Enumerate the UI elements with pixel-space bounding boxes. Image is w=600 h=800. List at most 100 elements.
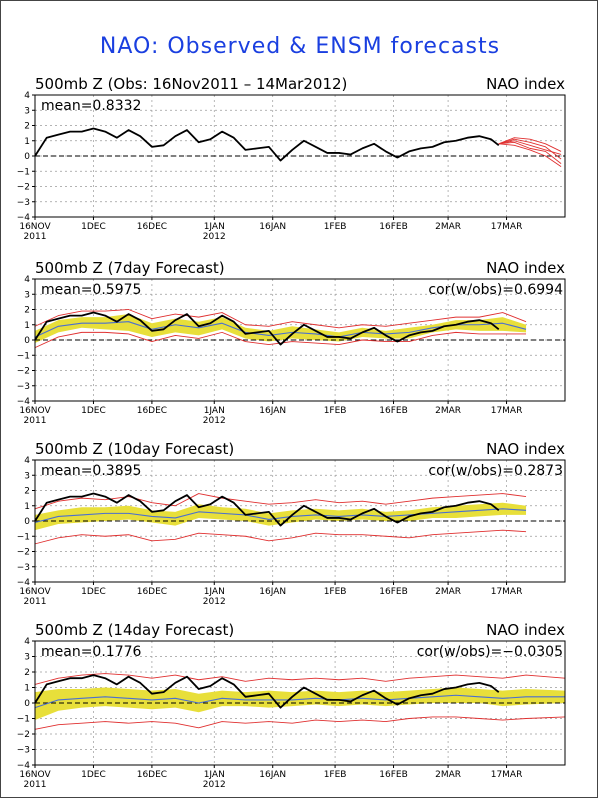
y-tick-label: 1 — [24, 502, 30, 512]
spread-band — [35, 687, 565, 721]
x-tick-label: 17MAR — [491, 222, 523, 232]
mean-label: mean=0.8332 — [41, 98, 141, 114]
correlation-label: cor(w/obs)=0.2873 — [428, 463, 563, 479]
x-tick-label: 1FEB — [324, 222, 347, 232]
x-tick-label: 16JAN — [259, 222, 286, 232]
x-tick-label: 16FEB — [379, 587, 408, 597]
panel-right-label: NAO index — [486, 75, 565, 93]
x-tick-label: 1DEC — [81, 222, 106, 232]
y-tick-label: 2 — [24, 122, 30, 132]
panel-title: 500mb Z (Obs: 16Nov2011 – 14Mar2012) — [35, 75, 347, 93]
y-tick-label: −3 — [17, 746, 30, 756]
panel-title: 500mb Z (10day Forecast) — [35, 440, 234, 458]
x-tick-label: 16DEC — [137, 222, 167, 232]
ensemble-member-line — [498, 141, 562, 164]
x-tick-sublabel: 2012 — [203, 416, 226, 426]
y-tick-label: 4 — [24, 91, 30, 101]
x-tick-sublabel: 2011 — [24, 597, 47, 607]
panel-right-label: NAO index — [486, 440, 565, 458]
y-tick-label: 2 — [24, 668, 30, 678]
y-tick-label: −3 — [17, 563, 30, 573]
x-tick-label: 16FEB — [379, 406, 408, 416]
x-tick-label: 1DEC — [81, 406, 106, 416]
x-tick-sublabel: 2011 — [24, 232, 47, 242]
correlation-label: cor(w/obs)=−0.0305 — [417, 644, 563, 660]
x-tick-label: 17MAR — [491, 770, 523, 780]
ensemble-mean-line — [34, 508, 527, 524]
x-tick-label: 16NOV — [19, 406, 51, 416]
x-tick-label: 2MAR — [435, 770, 461, 780]
x-tick-label: 16DEC — [137, 406, 167, 416]
x-tick-label: 2MAR — [435, 587, 461, 597]
ensemble-member-line — [498, 143, 562, 168]
y-tick-label: −2 — [17, 367, 30, 377]
x-tick-label: 16JAN — [259, 587, 286, 597]
y-tick-label: −4 — [17, 761, 31, 771]
y-tick-label: 3 — [24, 106, 30, 116]
y-tick-label: 0 — [24, 517, 30, 527]
panel-right-label: NAO index — [486, 259, 565, 277]
ensemble-member-line — [34, 673, 566, 685]
y-tick-label: 0 — [24, 699, 30, 709]
y-tick-label: 2 — [24, 487, 30, 497]
x-tick-label: 1FEB — [324, 406, 347, 416]
x-tick-label: 1DEC — [81, 770, 106, 780]
y-tick-label: −4 — [17, 397, 31, 407]
panel-title: 500mb Z (7day Forecast) — [35, 259, 225, 277]
y-tick-label: −1 — [17, 715, 30, 725]
observed-line — [34, 674, 500, 709]
y-tick-label: 1 — [24, 321, 30, 331]
correlation-label: cor(w/obs)=0.6994 — [428, 282, 563, 298]
y-tick-label: −2 — [17, 548, 30, 558]
y-tick-label: 1 — [24, 684, 30, 694]
y-tick-label: −3 — [17, 198, 30, 208]
x-tick-sublabel: 2011 — [24, 780, 47, 790]
x-tick-label: 17MAR — [491, 587, 523, 597]
ensemble-member-line — [34, 331, 527, 349]
spread-band — [35, 502, 527, 531]
y-tick-label: −4 — [17, 213, 31, 223]
x-tick-label: 2MAR — [435, 406, 461, 416]
ensemble-member-line — [498, 137, 562, 152]
x-tick-label: 16JAN — [259, 406, 286, 416]
x-tick-label: 1FEB — [324, 770, 347, 780]
mean-label: mean=0.5975 — [41, 282, 141, 298]
y-tick-label: 4 — [24, 275, 30, 285]
y-tick-label: −1 — [17, 532, 30, 542]
observed-line — [34, 311, 500, 346]
ensemble-member-line — [34, 493, 527, 510]
panel-title: 500mb Z (14day Forecast) — [35, 621, 234, 639]
mean-label: mean=0.3895 — [41, 463, 141, 479]
x-tick-label: 16NOV — [19, 587, 51, 597]
x-tick-label: 16DEC — [137, 587, 167, 597]
x-tick-sublabel: 2012 — [203, 597, 226, 607]
y-tick-label: −1 — [17, 167, 30, 177]
ensemble-member-line — [34, 529, 527, 545]
y-tick-label: −4 — [17, 578, 31, 588]
y-tick-label: 1 — [24, 137, 30, 147]
panel-4: 500mb Z (14day Forecast) NAO index −4 −3 −2 −… — [17, 621, 566, 790]
panel-right-label: NAO index — [486, 621, 565, 639]
y-tick-label: −2 — [17, 730, 30, 740]
observed-line — [34, 492, 500, 527]
figure-title: NAO: Observed & ENSM forecasts — [99, 34, 501, 59]
panel-3: 500mb Z (10day Forecast) NAO index −4 −3 −2 −… — [17, 440, 566, 607]
ensemble-member-line — [34, 716, 566, 730]
ensemble-mean-line — [34, 694, 565, 709]
ensemble-member-line — [498, 138, 562, 160]
x-tick-label: 1JAN — [204, 587, 225, 597]
x-tick-label: 1JAN — [204, 770, 225, 780]
y-tick-label: 3 — [24, 653, 30, 663]
x-tick-label: 1JAN — [204, 222, 225, 232]
x-tick-label: 2MAR — [435, 222, 461, 232]
x-tick-label: 1DEC — [81, 587, 106, 597]
x-tick-label: 16FEB — [379, 770, 408, 780]
y-tick-label: 4 — [24, 456, 30, 466]
panel-1: 500mb Z (Obs: 16Nov2011 – 14Mar2012) NAO … — [17, 75, 566, 242]
x-tick-label: 17MAR — [491, 406, 523, 416]
observed-line — [34, 127, 500, 162]
x-tick-sublabel: 2012 — [203, 232, 226, 242]
